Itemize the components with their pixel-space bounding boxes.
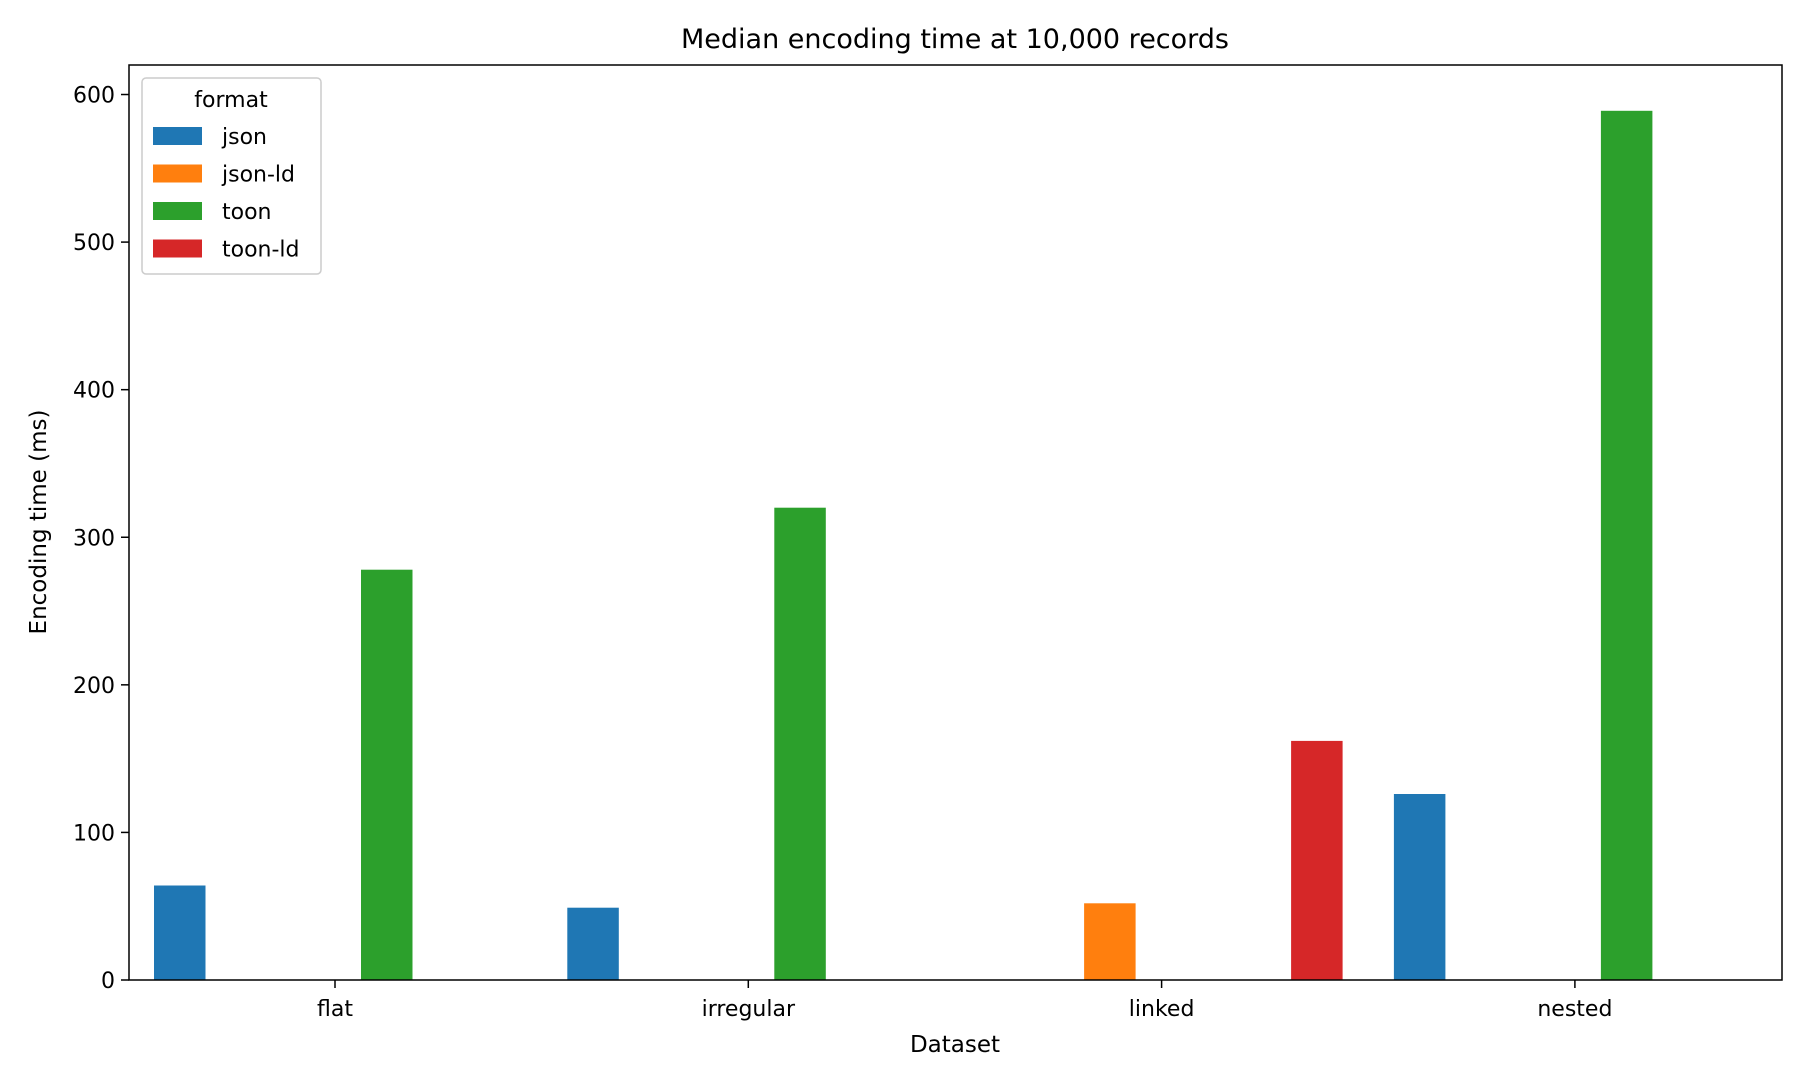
bar-json-ld-linked: [1084, 903, 1136, 980]
legend-swatch-json-ld: [153, 164, 202, 183]
bars-layer: [154, 110, 1653, 981]
legend-label-json: json: [221, 125, 267, 150]
legend-label-toon: toon: [222, 200, 272, 225]
legend-label-toon-ld: toon-ld: [222, 238, 300, 263]
bar-json-flat: [154, 885, 206, 980]
y-tick-label: 100: [73, 821, 115, 846]
bar-toon-irregular: [774, 507, 826, 980]
y-axis-label: Encoding time (ms): [26, 410, 52, 635]
x-axis-label: Dataset: [910, 1032, 1000, 1058]
legend-label-json-ld: json-ld: [221, 163, 295, 188]
x-tick-label: flat: [317, 997, 353, 1022]
axes-layer: 0 100 200 300 400 500 600 flat irregular linked ne…: [73, 64, 1783, 1022]
legend-title: format: [194, 88, 268, 113]
legend-swatch-toon: [153, 202, 202, 220]
y-tick-label: 300: [73, 526, 115, 551]
x-tick-label: nested: [1537, 997, 1612, 1022]
bar-toon-ld-linked: [1291, 740, 1343, 980]
y-tick-label: 0: [101, 969, 115, 994]
y-tick-label: 500: [73, 231, 115, 256]
x-tick-label: linked: [1129, 997, 1195, 1022]
plot-frame: [128, 64, 1783, 981]
x-tick-label: irregular: [702, 997, 796, 1022]
bar-toon-flat: [361, 569, 413, 980]
legend-swatch-toon-ld: [153, 239, 202, 258]
y-tick-label: 600: [73, 84, 115, 109]
y-tick-label: 400: [73, 379, 115, 404]
bar-json-irregular: [567, 907, 619, 980]
bar-toon-nested: [1600, 110, 1653, 981]
legend: format json json-ld toon toon-ld: [141, 77, 322, 275]
legend-swatch-json: [153, 127, 202, 145]
chart-title: Median encoding time at 10,000 records: [681, 24, 1229, 55]
y-tick-label: 200: [73, 674, 115, 699]
bar-json-nested: [1393, 794, 1446, 980]
